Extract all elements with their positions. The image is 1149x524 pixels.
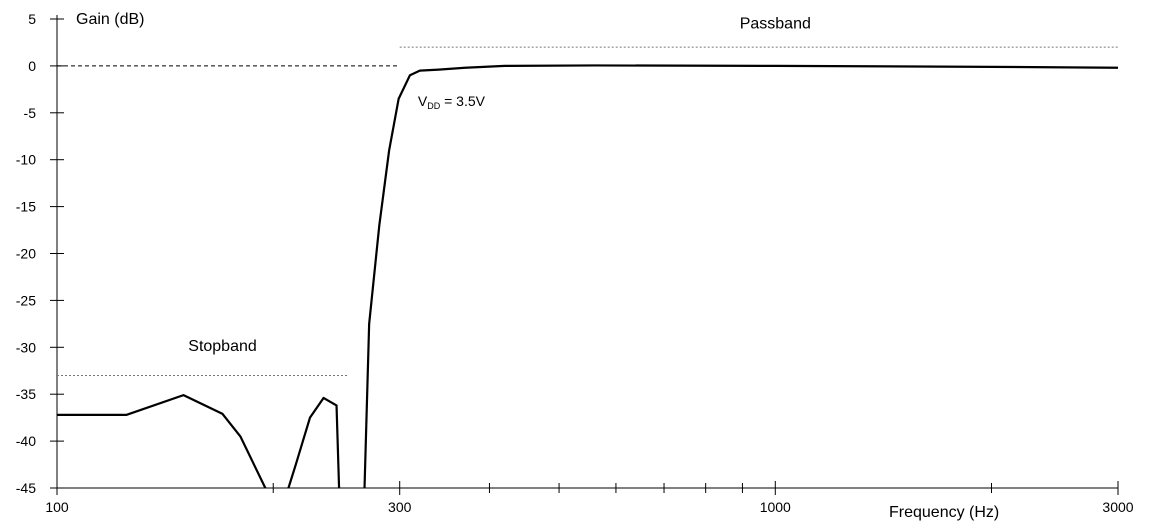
vdd-label: VDD = 3.5V <box>418 93 486 111</box>
x-axis-label: Frequency (Hz) <box>889 504 999 521</box>
y-tick-label: -45 <box>16 480 36 496</box>
annotation-stopband: Stopband <box>188 338 257 355</box>
y-tick-label: -40 <box>16 433 36 449</box>
y-tick-label: -30 <box>16 339 36 355</box>
y-tick-label: -5 <box>24 105 37 121</box>
y-tick-label: 0 <box>28 58 36 74</box>
axes <box>56 15 1118 489</box>
y-axis-label: Gain (dB) <box>76 11 144 28</box>
ticks: 5 0 -5 -10 -15 -20 -25 -30 -35 -40 -45 100 300 1000 30… <box>16 11 1134 515</box>
vdd-sub: DD <box>427 101 440 111</box>
y-tick-label: -25 <box>16 292 36 308</box>
y-tick-label: -15 <box>16 199 36 215</box>
gain-curve-segment <box>287 396 341 489</box>
x-tick-label: 1000 <box>760 499 791 515</box>
series <box>57 64 1119 489</box>
x-tick-label: 300 <box>388 499 412 515</box>
y-tick-label: -20 <box>16 246 36 262</box>
vdd-rest: = 3.5V <box>440 93 485 109</box>
gain-curve-segment <box>57 394 267 489</box>
y-tick-label: 5 <box>28 11 36 27</box>
x-tick-label: 100 <box>45 499 69 515</box>
y-tick-label: -10 <box>16 152 36 168</box>
y-tick-label: -35 <box>16 386 36 402</box>
x-tick-label: 3000 <box>1102 499 1133 515</box>
reference-lines <box>57 46 1118 376</box>
gain-curve-segment <box>363 64 1119 489</box>
annotation-passband: Passband <box>740 15 811 32</box>
vdd-main: V <box>418 93 428 109</box>
